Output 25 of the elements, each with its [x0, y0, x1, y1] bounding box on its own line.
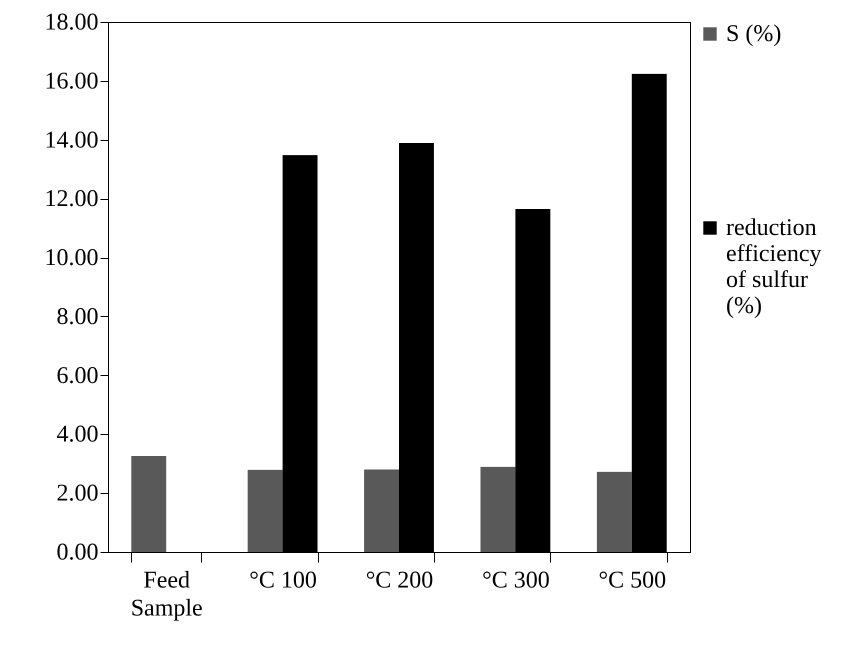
x-tick-label: Feed Sample — [130, 568, 203, 622]
y-tick-label: 8.00 — [56, 304, 98, 330]
y-tick-label: 2.00 — [56, 480, 98, 507]
bar — [282, 155, 318, 552]
x-tick-label: °C 300 — [482, 568, 550, 594]
legend-label: reduction efficiency of sulfur (%) — [726, 215, 822, 319]
legend-label: S (%) — [726, 21, 782, 47]
y-tick-label: 18.00 — [44, 10, 98, 36]
x-tick-label: °C 100 — [249, 568, 317, 594]
y-tick-label: 12.00 — [44, 186, 98, 212]
y-tick-label: 6.00 — [56, 362, 98, 389]
bar — [480, 466, 516, 552]
y-tick-label: 0.00 — [56, 540, 98, 566]
bar — [632, 74, 667, 552]
y-tick-label: 10.00 — [44, 245, 98, 272]
x-tick-label: °C 200 — [366, 568, 434, 594]
bar — [596, 472, 632, 552]
bar — [364, 470, 399, 552]
y-tick-label: 4.00 — [56, 422, 98, 448]
bar — [131, 456, 166, 552]
y-tick-label: 14.00 — [44, 127, 98, 154]
bar — [399, 143, 434, 552]
x-tick-label: °C 500 — [598, 568, 666, 594]
bar — [248, 470, 283, 552]
y-tick-label: 16.00 — [44, 68, 98, 94]
